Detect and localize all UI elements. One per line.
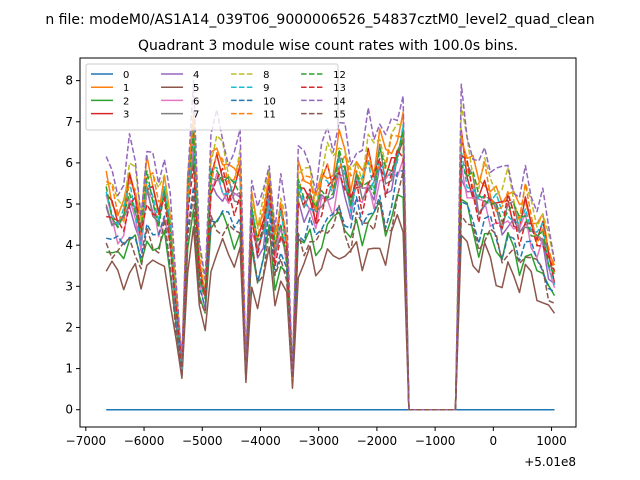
- y-tick-label: 4: [65, 238, 73, 252]
- x-tick-label: −2000: [357, 434, 398, 448]
- series-line-5: [105, 213, 556, 411]
- legend-label-14: 14: [333, 96, 346, 107]
- y-tick-label: 6: [65, 156, 73, 170]
- legend-label-15: 15: [333, 110, 346, 121]
- axes-frame: [79, 57, 577, 428]
- legend-label-5: 5: [193, 83, 199, 94]
- legend-label-1: 1: [123, 83, 129, 94]
- series-line-15: [105, 170, 555, 411]
- legend-label-4: 4: [193, 70, 199, 81]
- x-tick-label: −1000: [415, 434, 456, 448]
- plot-area: [105, 79, 556, 411]
- y-tick-label: 3: [65, 279, 73, 293]
- y-tick-label: 1: [65, 362, 73, 376]
- x-tick-label: −6000: [124, 434, 165, 448]
- x-tick-label: −3000: [298, 434, 339, 448]
- series-line-9: [105, 124, 556, 411]
- legend-label-8: 8: [263, 70, 269, 81]
- legend-label-6: 6: [193, 96, 199, 107]
- series-line-13: [106, 149, 556, 411]
- legend-label-10: 10: [263, 96, 276, 107]
- legend-label-2: 2: [123, 96, 129, 107]
- x-tick-label: 1000: [536, 434, 567, 448]
- x-tick-label: 0: [490, 434, 498, 448]
- axis-ticks: −7000 −6000 −5000 −4000 −3000 −2000 −1000 0 1000…: [65, 74, 566, 448]
- y-tick-label: 2: [65, 320, 73, 334]
- legend-label-12: 12: [333, 70, 346, 81]
- legend-label-7: 7: [193, 110, 199, 121]
- figure-suptitle: n file: modeM0/AS1A14_039T06_9000006526_…: [45, 12, 594, 28]
- y-tick-label: 5: [65, 197, 73, 211]
- x-tick-label: −5000: [182, 434, 223, 448]
- x-tick-label: −4000: [240, 434, 281, 448]
- y-tick-label: 8: [65, 74, 73, 88]
- x-tick-label: −7000: [66, 434, 107, 448]
- legend-label-0: 0: [123, 70, 129, 81]
- legend-label-11: 11: [263, 110, 276, 121]
- series-line-14: [105, 79, 556, 411]
- y-tick-label: 7: [65, 115, 73, 129]
- y-tick-label: 0: [65, 403, 73, 417]
- legend-frame: [85, 63, 339, 131]
- legend-label-3: 3: [123, 110, 129, 121]
- x-offset-text: +5.01e8: [524, 455, 576, 469]
- legend-label-13: 13: [333, 83, 346, 94]
- chart-title: Quadrant 3 module wise count rates with …: [138, 38, 518, 54]
- legend-label-9: 9: [263, 83, 269, 94]
